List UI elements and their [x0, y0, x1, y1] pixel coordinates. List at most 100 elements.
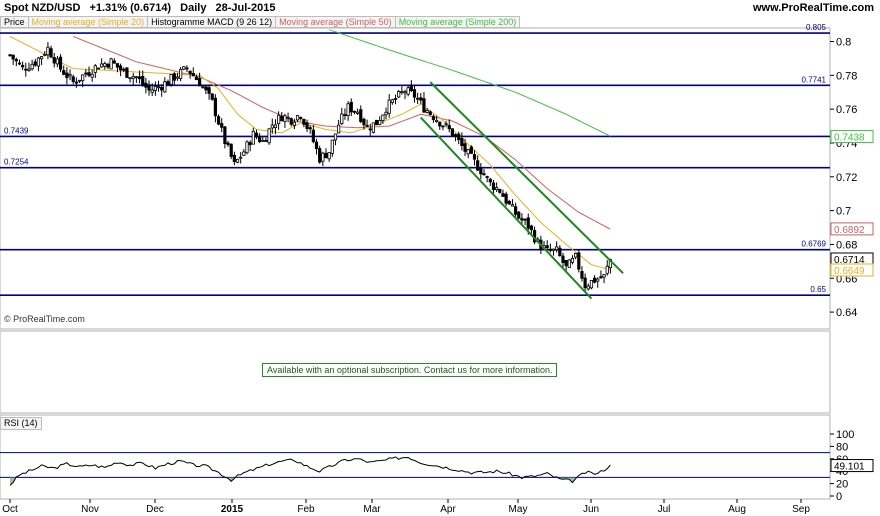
x-tick-label: Jun: [583, 504, 599, 515]
candle-body: [529, 225, 534, 231]
candle-body: [596, 278, 600, 282]
candle-body: [122, 68, 126, 71]
price-tag-box: [830, 263, 874, 277]
candle-body: [324, 152, 328, 159]
candle-body: [182, 66, 186, 70]
channel-upper-line: [429, 81, 624, 274]
candle: [55, 55, 60, 68]
candle: [141, 70, 145, 88]
candle: [21, 61, 25, 71]
candle-body: [472, 154, 477, 160]
site-url[interactable]: www.ProRealTime.com: [752, 2, 874, 14]
x-tick-label: Feb: [297, 504, 315, 515]
candle-body: [457, 133, 461, 141]
candle: [14, 57, 18, 67]
candle-body: [599, 276, 603, 279]
candle-body: [403, 91, 407, 94]
legend-ma20[interactable]: Moving average (Simple 20): [27, 16, 149, 28]
candle-body: [340, 113, 344, 124]
candle: [340, 107, 344, 126]
candle: [182, 66, 186, 71]
candle-body: [602, 274, 606, 278]
candle: [397, 89, 401, 99]
candle-body: [318, 148, 322, 163]
candle-body: [36, 57, 41, 67]
candle: [128, 77, 132, 83]
candle: [30, 59, 34, 71]
candle-body: [106, 63, 110, 68]
candle-body: [68, 73, 72, 77]
ma50-line: [73, 36, 611, 230]
legend-macd[interactable]: Histogramme MACD (9 26 12): [147, 16, 277, 28]
candle: [65, 67, 69, 85]
candle: [115, 63, 120, 73]
ma20-line: [9, 36, 611, 271]
candle-body: [194, 76, 199, 81]
candle: [491, 179, 496, 196]
candle-body: [311, 129, 315, 143]
candle-body: [523, 218, 527, 221]
candle-body: [232, 154, 236, 163]
candle-body: [21, 64, 25, 68]
candle: [570, 255, 575, 265]
candle-body: [488, 178, 492, 183]
legend-ma200[interactable]: Moving average (Simple 200): [394, 16, 521, 28]
candle: [362, 117, 366, 130]
subscription-notice[interactable]: Available with an optional subscription.…: [262, 363, 558, 377]
candle: [286, 112, 290, 123]
candle-body: [163, 81, 167, 93]
candle-body: [327, 152, 331, 160]
candle: [17, 59, 22, 66]
candle: [596, 277, 600, 288]
candle: [422, 91, 426, 113]
legend-price[interactable]: Price: [0, 16, 29, 28]
candle: [327, 152, 331, 162]
candle-body: [485, 176, 489, 178]
candle-body: [46, 46, 50, 56]
candle: [77, 79, 82, 84]
candle-body: [264, 140, 268, 142]
chart-date: 28-Jul-2015: [215, 2, 276, 14]
candle-body: [245, 141, 249, 154]
copyright-text: © ProRealTime.com: [4, 314, 85, 324]
candle-body: [605, 265, 609, 274]
candle-body: [355, 111, 360, 114]
candle: [280, 112, 284, 122]
candle: [457, 131, 461, 145]
candle-body: [570, 258, 575, 263]
candle: [517, 211, 521, 220]
candle: [311, 124, 315, 144]
candle: [387, 94, 391, 118]
candle: [337, 119, 341, 134]
candle: [90, 69, 94, 82]
candle: [324, 148, 328, 159]
candle: [419, 93, 423, 105]
candle: [605, 260, 609, 276]
candle-body: [242, 151, 246, 156]
candle-body: [239, 156, 243, 159]
candle-body: [147, 84, 151, 91]
candle: [548, 243, 552, 253]
rsi-label[interactable]: RSI (14): [0, 417, 42, 430]
candle-body: [510, 204, 515, 207]
candle-body: [438, 121, 442, 127]
candle: [292, 118, 297, 130]
candle: [156, 80, 161, 92]
candle: [425, 108, 429, 114]
ma200-line: [329, 29, 611, 137]
candle-body: [561, 255, 565, 264]
candle: [43, 51, 47, 57]
candle: [349, 98, 353, 116]
candle: [520, 213, 524, 226]
price-tag-label: 0.6714: [834, 255, 865, 266]
candle: [223, 125, 227, 149]
candle-body: [460, 138, 464, 147]
candle: [213, 94, 217, 123]
candle: [416, 92, 420, 105]
candle-body: [469, 146, 473, 154]
candle-body: [463, 143, 467, 152]
candle-body: [495, 187, 499, 191]
candle-body: [580, 271, 584, 279]
candle-body: [412, 89, 417, 98]
legend-ma50[interactable]: Moving average (Simple 50): [275, 16, 396, 28]
